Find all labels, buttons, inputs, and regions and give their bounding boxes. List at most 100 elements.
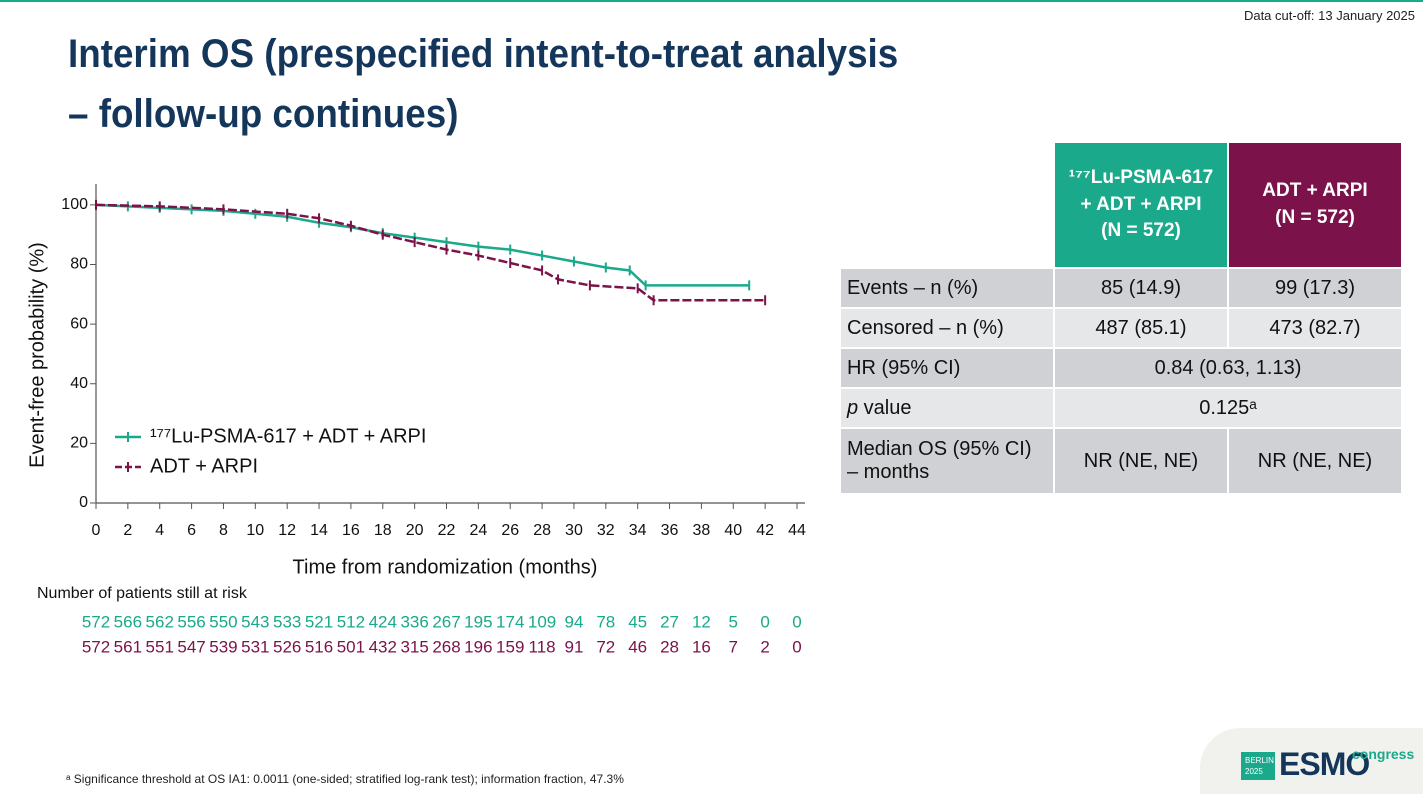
y-tick-label: 0 xyxy=(79,494,88,511)
cell: 487 (85.1) xyxy=(1053,307,1229,349)
at-risk-title: Number of patients still at risk xyxy=(37,585,248,602)
row-label: Events – n (%) xyxy=(839,267,1055,309)
x-tick-label: 38 xyxy=(693,522,711,539)
x-tick-label: 24 xyxy=(469,522,487,539)
row-label: Censored – n (%) xyxy=(839,307,1055,349)
x-axis-label: Time from randomization (months) xyxy=(293,556,598,578)
x-tick-label: 16 xyxy=(342,522,360,539)
at-risk-count: 550 xyxy=(209,612,237,631)
cell: 0.84 (0.63, 1.13) xyxy=(1053,347,1403,389)
x-tick-label: 44 xyxy=(788,522,806,539)
at-risk-count: 572 xyxy=(82,612,110,631)
logo-year: 2025 xyxy=(1245,767,1263,776)
at-risk-count: 16 xyxy=(692,637,711,656)
footnote: ᵃ Significance threshold at OS IA1: 0.00… xyxy=(66,772,624,786)
at-risk-count: 543 xyxy=(241,612,269,631)
y-tick-label: 40 xyxy=(70,375,88,392)
at-risk-count: 268 xyxy=(432,637,460,656)
cutoff-note: Data cut-off: 13 January 2025 xyxy=(1243,8,1415,23)
km-curve xyxy=(95,203,750,287)
at-risk-count: 109 xyxy=(528,612,556,631)
at-risk-count: 547 xyxy=(177,637,205,656)
at-risk-count: 336 xyxy=(400,612,428,631)
table-row: Censored – n (%) 487 (85.1) 473 (82.7) xyxy=(839,307,1403,349)
at-risk-count: 0 xyxy=(792,637,801,656)
x-tick-label: 34 xyxy=(629,522,647,539)
at-risk-count: 46 xyxy=(628,637,647,656)
at-risk-count: 539 xyxy=(209,637,237,656)
empty-cell xyxy=(840,142,1054,268)
at-risk-count: 78 xyxy=(596,612,615,631)
x-tick-label: 30 xyxy=(565,522,583,539)
at-risk-count: 174 xyxy=(496,612,524,631)
logo-background xyxy=(1200,728,1423,794)
at-risk-count: 12 xyxy=(692,612,711,631)
table-row: Median OS (95% CI) – months NR (NE, NE) … xyxy=(839,427,1403,495)
at-risk-count: 572 xyxy=(82,637,110,656)
logo-name: ESMO xyxy=(1279,746,1370,782)
row-label: Median OS (95% CI) – months xyxy=(839,427,1055,495)
at-risk-count: 531 xyxy=(241,637,269,656)
y-tick-label: 80 xyxy=(70,256,88,273)
slide-title: Interim OS (prespecified intent-to-treat… xyxy=(68,32,899,136)
at-risk-count: 7 xyxy=(729,637,738,656)
x-tick-label: 4 xyxy=(155,522,164,539)
at-risk-count: 267 xyxy=(432,612,460,631)
at-risk-count: 551 xyxy=(146,637,174,656)
at-risk-count: 512 xyxy=(337,612,365,631)
cell: 0.125ᵃ xyxy=(1053,387,1403,429)
at-risk-count: 533 xyxy=(273,612,301,631)
at-risk-count: 521 xyxy=(305,612,333,631)
at-risk-count: 91 xyxy=(564,637,583,656)
x-tick-label: 36 xyxy=(661,522,679,539)
at-risk-count: 315 xyxy=(400,637,428,656)
at-risk-count: 501 xyxy=(337,637,365,656)
at-risk-count: 2 xyxy=(760,637,769,656)
at-risk-count: 516 xyxy=(305,637,333,656)
at-risk-count: 556 xyxy=(177,612,205,631)
x-tick-label: 10 xyxy=(246,522,264,539)
cell: 99 (17.3) xyxy=(1227,267,1403,309)
at-risk-count: 27 xyxy=(660,612,679,631)
y-tick-label: 20 xyxy=(70,435,88,452)
x-tick-label: 42 xyxy=(756,522,774,539)
x-tick-label: 6 xyxy=(187,522,196,539)
y-tick-label: 60 xyxy=(70,315,88,332)
cell: NR (NE, NE) xyxy=(1227,427,1403,495)
logo-city: BERLIN xyxy=(1245,756,1274,765)
results-table: ¹⁷⁷Lu-PSMA-617 + ADT + ARPI (N = 572) AD… xyxy=(839,141,1403,495)
x-tick-label: 28 xyxy=(533,522,551,539)
at-risk-count: 72 xyxy=(596,637,615,656)
at-risk-count: 5 xyxy=(729,612,738,631)
column-header: ¹⁷⁷Lu-PSMA-617 + ADT + ARPI (N = 572) xyxy=(1053,141,1229,269)
at-risk-count: 561 xyxy=(114,637,142,656)
x-tick-label: 12 xyxy=(278,522,296,539)
header-row: ¹⁷⁷Lu-PSMA-617 + ADT + ARPI (N = 572) AD… xyxy=(840,141,1403,269)
at-risk-count: 28 xyxy=(660,637,679,656)
x-tick-label: 18 xyxy=(374,522,392,539)
at-risk-count: 0 xyxy=(760,612,769,631)
y-tick-label: 100 xyxy=(61,196,88,213)
at-risk-count: 195 xyxy=(464,612,492,631)
table-row: Events – n (%) 85 (14.9) 99 (17.3) xyxy=(839,267,1403,309)
x-tick-label: 22 xyxy=(438,522,456,539)
at-risk-count: 118 xyxy=(529,637,556,656)
at-risk-count: 424 xyxy=(369,612,397,631)
cell: NR (NE, NE) xyxy=(1053,427,1229,495)
logo-suffix: congress xyxy=(1352,746,1415,762)
at-risk-count: 566 xyxy=(114,612,142,631)
legend-label: ¹⁷⁷Lu-PSMA-617 + ADT + ARPI xyxy=(150,425,426,447)
at-risk-count: 432 xyxy=(369,637,397,656)
x-tick-label: 14 xyxy=(310,522,328,539)
y-axis-label: Event-free probability (%) xyxy=(26,242,48,468)
at-risk-count: 196 xyxy=(464,637,492,656)
at-risk-count: 45 xyxy=(628,612,647,631)
column-header: ADT + ARPI (N = 572) xyxy=(1227,141,1403,269)
logo-badge: BERLIN 2025 xyxy=(1241,752,1275,780)
at-risk-count: 0 xyxy=(792,612,801,631)
table-row: p value 0.125ᵃ xyxy=(839,387,1403,429)
table-row: HR (95% CI) 0.84 (0.63, 1.13) xyxy=(839,347,1403,389)
row-label: p value xyxy=(839,387,1055,429)
